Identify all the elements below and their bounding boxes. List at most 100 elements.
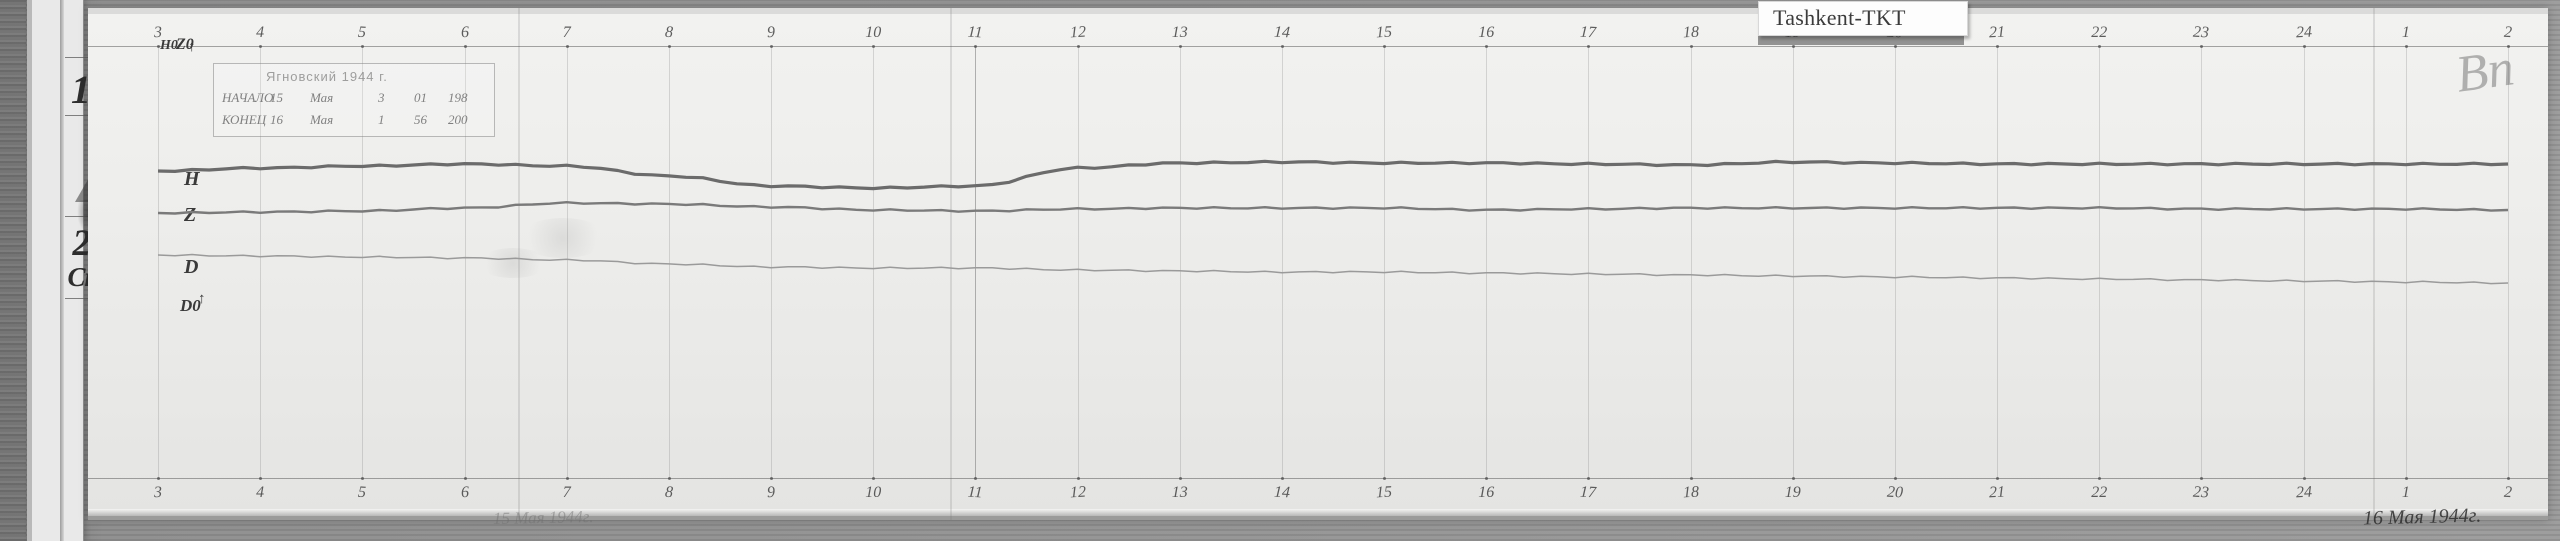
- axis-tick-dot: [565, 477, 569, 480]
- axis-tick-dot: [1280, 45, 1284, 48]
- hour-label: 21: [1988, 23, 2006, 42]
- axis-tick-dot: [1893, 45, 1897, 48]
- hour-label: 17: [1580, 23, 1597, 42]
- hour-label: 16: [1478, 484, 1495, 501]
- axis-tick-dot: [2507, 477, 2510, 480]
- curve-label-z: Z: [184, 204, 197, 226]
- paper-fold: [950, 8, 952, 520]
- hour-gridline: [1894, 46, 1896, 478]
- axis-tick-dot: [1178, 477, 1182, 480]
- axis-tick-dot: [157, 477, 160, 480]
- hour-gridline: [1281, 46, 1283, 478]
- handwritten-mark: Bn: [2452, 39, 2518, 104]
- axis-tick-dot: [1689, 45, 1693, 48]
- legend-row-month: Мая: [310, 112, 334, 127]
- legend-row-day: 15: [270, 90, 283, 105]
- axis-tick-dot: [1689, 477, 1693, 480]
- hour-label: 7: [562, 24, 571, 41]
- curve-label-h0: H0: [160, 38, 178, 53]
- hour-label: 21: [1988, 483, 2006, 502]
- hour-label: 3: [153, 483, 163, 502]
- legend-row-min: 01: [414, 90, 427, 105]
- axis-tick-dot: [2507, 45, 2510, 48]
- hour-label: 6: [460, 23, 469, 42]
- ruler: 15 20 Cm: [27, 0, 110, 541]
- axis-tick-dot: [361, 477, 365, 480]
- hour-label: 16: [1478, 24, 1495, 41]
- hour-gridline: [566, 46, 568, 478]
- axis-tick-dot: [1587, 477, 1591, 480]
- hour-label: 18: [1682, 483, 1700, 502]
- paper-smudge: [518, 218, 608, 258]
- handwritten-date-right: 16 Мая 1944г.: [2362, 504, 2482, 530]
- axis-tick-dot: [463, 45, 467, 48]
- axis-tick-dot: [1996, 477, 2000, 480]
- axis-tick-dot: [770, 45, 774, 48]
- hour-label: 15: [1375, 23, 1393, 42]
- hour-label: 4: [256, 24, 265, 41]
- ruler-tick: [65, 115, 110, 116]
- paper-bottom-edge: [88, 516, 2548, 520]
- hour-gridline: [1690, 46, 1692, 478]
- hour-label: 9: [766, 23, 776, 42]
- axis-tick-dot: [2404, 45, 2408, 48]
- hour-gridline: [158, 46, 159, 478]
- hour-gridline: [1997, 46, 1999, 478]
- axis-tick-dot: [2200, 45, 2204, 48]
- legend-row-day: 16: [270, 112, 283, 127]
- hour-label: 9: [766, 483, 776, 502]
- axis-tick-dot: [1178, 45, 1182, 48]
- hour-label: 24: [2295, 23, 2313, 42]
- axis-tick-dot: [157, 45, 160, 48]
- paper-fold: [2373, 8, 2375, 520]
- legend-row: НАЧАЛО 15 Мая 3 01 198: [218, 90, 490, 110]
- axis-tick-dot: [463, 477, 467, 480]
- hour-label: 12: [1069, 483, 1086, 502]
- axis-tick-dot: [667, 477, 671, 480]
- curve-label-d0: D0: [180, 296, 201, 315]
- axis-tick-dot: [872, 477, 876, 480]
- legend-title: Ягновский 1944 г.: [266, 69, 388, 84]
- ruler-tick: [65, 57, 110, 58]
- hour-label: 23: [2193, 483, 2210, 502]
- hour-label: 12: [1069, 23, 1086, 42]
- ruler-tick: [65, 298, 110, 299]
- hour-gridline: [2303, 46, 2305, 478]
- station-label-sticker[interactable]: Tashkent-TKT: [1758, 1, 1968, 36]
- hour-label: 22: [2091, 24, 2108, 41]
- hour-gridline: [1384, 46, 1386, 478]
- hour-label: 4: [256, 484, 265, 501]
- hour-gridline: [1486, 46, 1488, 478]
- hour-gridline: [2201, 46, 2203, 478]
- hour-label: 22: [2091, 484, 2108, 501]
- axis-tick-dot: [361, 45, 365, 48]
- hour-label: 23: [2193, 23, 2210, 42]
- hour-label: 1: [2401, 24, 2410, 41]
- arrow-up-icon: ↑: [198, 290, 206, 307]
- hour-label: 15: [1375, 483, 1393, 502]
- hour-label: 5: [357, 483, 367, 502]
- legend-row-min: 56: [414, 112, 427, 127]
- hour-gridline: [975, 46, 977, 478]
- hour-label: 1: [2401, 484, 2410, 501]
- station-label-text: Tashkent-TKT: [1773, 5, 1906, 30]
- legend-row: КОНЕЦ 16 Мая 1 56 200: [218, 112, 490, 132]
- hour-label: 20: [1886, 483, 1904, 502]
- hour-label: 6: [460, 483, 469, 502]
- axis-tick-dot: [667, 45, 671, 48]
- axis-tick-dot: [2302, 477, 2306, 480]
- hour-label: 10: [865, 24, 882, 41]
- axis-tick-dot: [2404, 477, 2408, 480]
- hour-gridline: [1077, 46, 1079, 478]
- top-time-axis: [88, 46, 2548, 47]
- hour-label: 24: [2295, 483, 2313, 502]
- axis-tick-dot: [770, 477, 774, 480]
- hour-label: 13: [1171, 484, 1188, 501]
- axis-tick-dot: [1996, 45, 2000, 48]
- hour-label: 13: [1171, 24, 1188, 41]
- hour-label: 14: [1273, 23, 1291, 42]
- hour-gridline: [668, 46, 670, 478]
- hour-gridline: [2508, 46, 2509, 478]
- curve-label-z0: Z0: [176, 36, 194, 53]
- axis-tick-dot: [1383, 45, 1387, 48]
